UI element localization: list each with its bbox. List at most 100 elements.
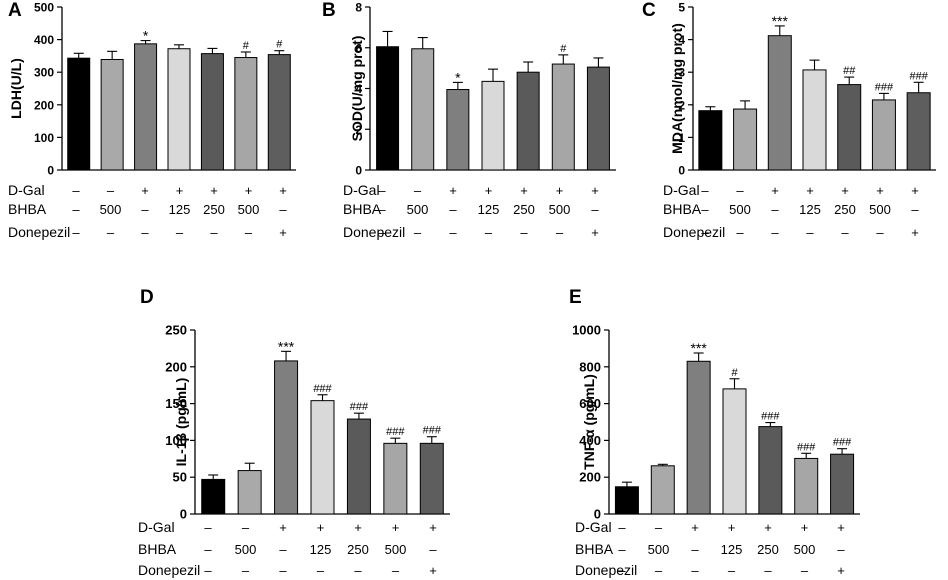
bar xyxy=(411,48,435,171)
treatment-cell: – xyxy=(141,202,149,217)
treatment-cell: + xyxy=(485,183,493,198)
treatment-cell: + xyxy=(764,520,772,535)
panel-label: B xyxy=(322,0,336,21)
y-tick-label: 200 xyxy=(34,98,54,112)
bar xyxy=(237,470,262,515)
treatment-cell: + xyxy=(317,520,325,535)
y-tick-label: 50 xyxy=(173,470,187,485)
significance-mark: *** xyxy=(772,13,789,29)
significance-mark: ### xyxy=(797,441,816,453)
y-tick-label: 0 xyxy=(180,507,187,522)
treatment-cell: – xyxy=(242,520,250,535)
treatment-row-label: BHBA xyxy=(343,201,382,217)
bar xyxy=(767,35,792,171)
bar xyxy=(376,46,400,171)
panel-a: A 0 100 200 300 400 500 LDH(U/L) * # # D-Gal – – + + + + +… xyxy=(8,0,296,240)
treatment-cell: 250 xyxy=(513,202,535,217)
y-axis-title: LDH(U/L) xyxy=(8,58,24,119)
y-tick-label: 0 xyxy=(47,164,54,178)
y-tick-label: 8 xyxy=(355,1,362,15)
y-axis-title: SOD(U/mg prot) xyxy=(349,36,365,142)
treatment-row-label: D-Gal xyxy=(8,182,45,198)
bar xyxy=(794,457,819,515)
treatment-cell: + xyxy=(429,563,437,578)
treatment-row-label: Donepezil xyxy=(663,224,725,240)
treatment-cell: + xyxy=(837,563,845,578)
y-tick-label: 4 xyxy=(355,82,362,96)
treatment-cell: – xyxy=(701,202,709,217)
bar xyxy=(802,69,827,171)
treatment-cell: – xyxy=(107,183,115,198)
y-axis-title: IL-1β (pg/mL) xyxy=(173,378,189,467)
treatment-cell: – xyxy=(204,520,212,535)
y-tick-label: 800 xyxy=(579,359,601,374)
y-tick-label: 150 xyxy=(165,396,187,411)
y-tick-label: 2 xyxy=(355,123,362,137)
treatment-cell: 250 xyxy=(347,542,369,557)
treatment-cell: – xyxy=(449,225,457,240)
bar xyxy=(650,465,675,515)
treatment-cell: – xyxy=(736,225,744,240)
treatment-cell: + xyxy=(279,520,287,535)
treatment-cell: – xyxy=(841,225,849,240)
treatment-row-label: Donepezil xyxy=(575,562,637,578)
treatment-cell: – xyxy=(701,183,709,198)
bar xyxy=(100,58,124,171)
treatment-cell: + xyxy=(392,520,400,535)
bar xyxy=(871,99,896,171)
treatment-cell: 500 xyxy=(648,542,670,557)
treatment-cell: – xyxy=(141,225,149,240)
bar xyxy=(516,71,540,171)
treatment-cell: + xyxy=(911,225,919,240)
treatment-cell: + xyxy=(801,520,809,535)
treatment-cell: – xyxy=(378,183,386,198)
treatment-cell: – xyxy=(556,225,564,240)
panel-label: A xyxy=(8,0,22,21)
bar xyxy=(551,63,575,171)
treatment-cell: – xyxy=(728,563,736,578)
treatment-cell: – xyxy=(354,563,362,578)
treatment-cell: + xyxy=(520,183,528,198)
y-tick-label: 100 xyxy=(34,131,54,145)
treatment-cell: – xyxy=(655,520,663,535)
y-tick-label: 1000 xyxy=(572,323,601,338)
treatment-cell: – xyxy=(837,542,845,557)
treatment-cell: 125 xyxy=(310,542,332,557)
y-tick-label: 200 xyxy=(165,359,187,374)
bar xyxy=(686,360,711,515)
treatment-cell: – xyxy=(764,563,772,578)
treatment-cell: – xyxy=(72,183,80,198)
treatment-cell: – xyxy=(378,225,386,240)
y-tick-label: 2 xyxy=(678,98,685,112)
treatment-cell: – xyxy=(701,225,709,240)
significance-mark: ### xyxy=(313,383,332,395)
treatment-cell: – xyxy=(911,202,919,217)
significance-mark: ### xyxy=(423,425,442,437)
y-tick-label: 500 xyxy=(34,1,54,15)
bar xyxy=(837,84,862,171)
bar xyxy=(481,80,505,171)
treatment-cell: + xyxy=(591,183,599,198)
treatment-row-label: BHBA xyxy=(663,201,702,217)
treatment-cell: – xyxy=(204,563,212,578)
y-tick-label: 6 xyxy=(355,41,362,55)
bar xyxy=(274,360,299,515)
bar xyxy=(733,108,758,171)
y-tick-label: 0 xyxy=(594,507,601,522)
significance-mark: ### xyxy=(350,401,369,413)
treatment-row-label: BHBA xyxy=(575,541,614,557)
treatment-cell: – xyxy=(242,563,250,578)
panel-label: E xyxy=(569,287,582,308)
bar xyxy=(586,66,610,171)
bar xyxy=(758,426,783,515)
y-tick-label: 5 xyxy=(678,1,685,15)
significance-mark: *** xyxy=(690,340,707,356)
treatment-row-label: Donepezil xyxy=(8,224,70,240)
significance-mark: ### xyxy=(761,411,780,423)
treatment-cell: – xyxy=(107,225,115,240)
treatment-cell: – xyxy=(618,563,626,578)
treatment-cell: – xyxy=(801,563,809,578)
treatment-cell: 500 xyxy=(238,202,260,217)
significance-mark: *** xyxy=(278,338,295,354)
treatment-cell: – xyxy=(429,542,437,557)
